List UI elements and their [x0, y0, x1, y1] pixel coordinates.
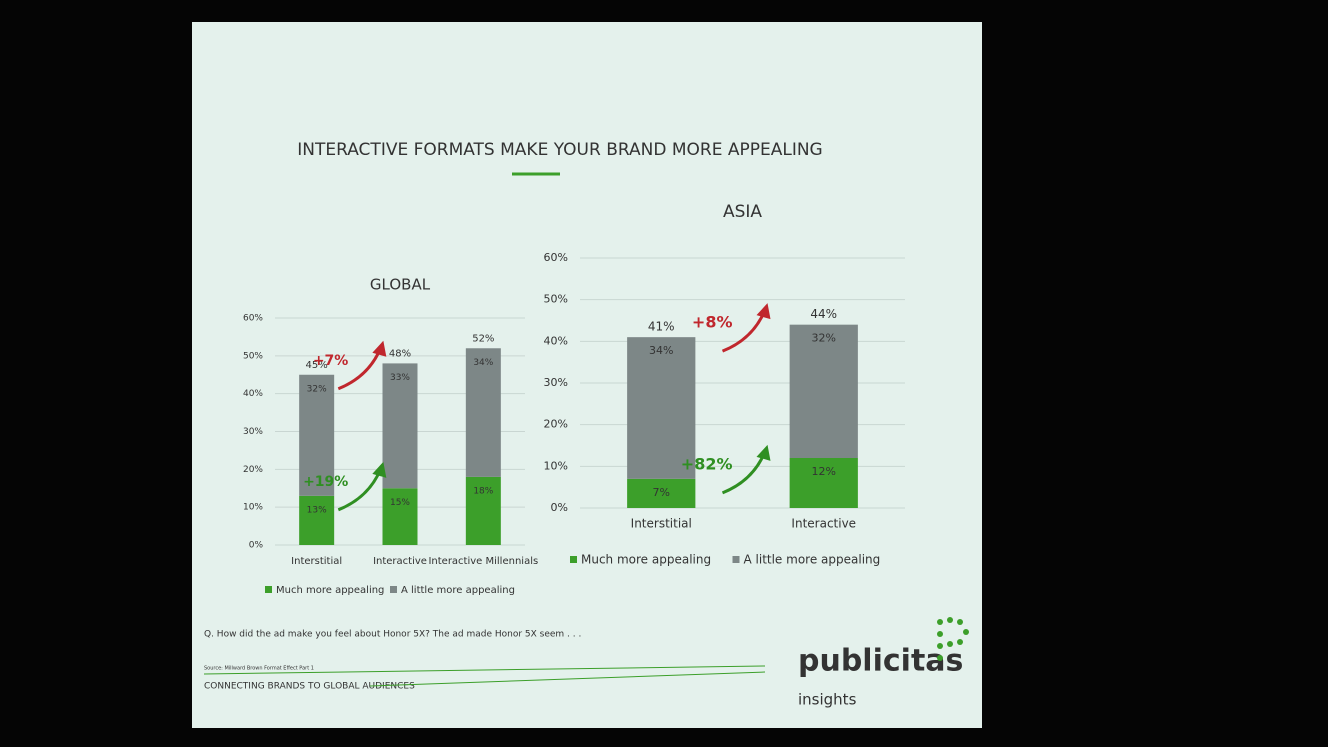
- value-label: 32%: [812, 332, 836, 345]
- legend-swatch: [732, 556, 740, 563]
- bar-segment: [299, 495, 335, 545]
- legend-swatch: [390, 586, 397, 593]
- x-tick-label: Interactive Millennials: [428, 556, 538, 567]
- legend-label: Much more appealing: [276, 585, 384, 596]
- x-tick-label: Interstitial: [631, 517, 692, 531]
- value-label: 12%: [812, 465, 836, 478]
- arrow-head: [756, 444, 771, 461]
- value-label: 18%: [473, 486, 493, 496]
- y-tick-label: 10%: [243, 503, 263, 513]
- total-label: 52%: [472, 333, 494, 344]
- y-tick-label: 50%: [544, 293, 568, 306]
- bar-segment: [299, 374, 335, 496]
- bar-segment: [465, 476, 501, 545]
- value-label: 34%: [473, 358, 493, 368]
- y-tick-label: 20%: [243, 465, 263, 475]
- legend-swatch: [570, 556, 577, 563]
- bar-segment: [382, 488, 418, 545]
- arrow-head: [756, 303, 771, 320]
- arrow-head: [372, 461, 387, 478]
- bar-segment: [627, 478, 696, 508]
- y-tick-label: 40%: [544, 334, 568, 347]
- annotation: +19%: [303, 474, 348, 490]
- y-tick-label: 60%: [243, 314, 263, 324]
- y-tick-label: 0%: [551, 501, 568, 514]
- annotation: +7%: [313, 353, 349, 369]
- y-tick-label: 10%: [544, 459, 568, 472]
- source: Source: Millward Brown Format Effect Par…: [204, 666, 314, 672]
- x-tick-label: Interstitial: [291, 556, 342, 567]
- total-label: 41%: [648, 320, 675, 334]
- bar-segment: [465, 348, 501, 477]
- value-label: 33%: [390, 373, 410, 383]
- chart-title: ASIA: [723, 202, 762, 222]
- y-tick-label: 30%: [243, 427, 263, 437]
- total-label: 45%: [306, 360, 328, 371]
- total-label: 44%: [810, 307, 837, 321]
- value-label: 32%: [307, 384, 327, 394]
- annotation: +8%: [692, 313, 733, 332]
- annotation: +82%: [681, 454, 733, 473]
- value-label: 15%: [390, 498, 410, 508]
- y-tick-label: 40%: [243, 389, 263, 399]
- y-tick-label: 20%: [544, 418, 568, 431]
- footer-rule: [369, 671, 766, 687]
- legend-label: Much more appealing: [581, 553, 711, 567]
- arrow-head: [372, 340, 387, 357]
- footer: CONNECTING BRANDS TO GLOBAL AUDIENCES: [204, 682, 415, 692]
- value-label: 34%: [649, 344, 673, 357]
- legend-label: A little more appealing: [744, 553, 881, 567]
- y-tick-label: 0%: [249, 541, 264, 551]
- y-tick-label: 30%: [544, 376, 568, 389]
- bar-segment: [789, 324, 858, 458]
- logo-sub: insights: [798, 691, 857, 709]
- x-tick-label: Interactive: [373, 556, 427, 567]
- y-tick-label: 50%: [243, 351, 263, 361]
- footer-rule: [203, 665, 766, 675]
- bar-segment: [382, 363, 418, 489]
- legend-label: A little more appealing: [401, 585, 515, 596]
- y-tick-label: 60%: [544, 251, 568, 264]
- total-label: 48%: [389, 348, 411, 359]
- bar-segment: [627, 337, 696, 479]
- legend-swatch: [265, 586, 272, 593]
- slide-title: INTERACTIVE FORMATS MAKE YOUR BRAND MORE…: [297, 140, 822, 160]
- chart-title: GLOBAL: [370, 276, 431, 294]
- logo: publicitas: [798, 644, 963, 679]
- bar-segment: [789, 458, 858, 508]
- question: Q. How did the ad make you feel about Ho…: [204, 630, 581, 640]
- value-label: 7%: [653, 486, 670, 499]
- value-label: 13%: [307, 505, 327, 515]
- logo-mark: [937, 617, 969, 661]
- x-tick-label: Interactive: [791, 517, 856, 531]
